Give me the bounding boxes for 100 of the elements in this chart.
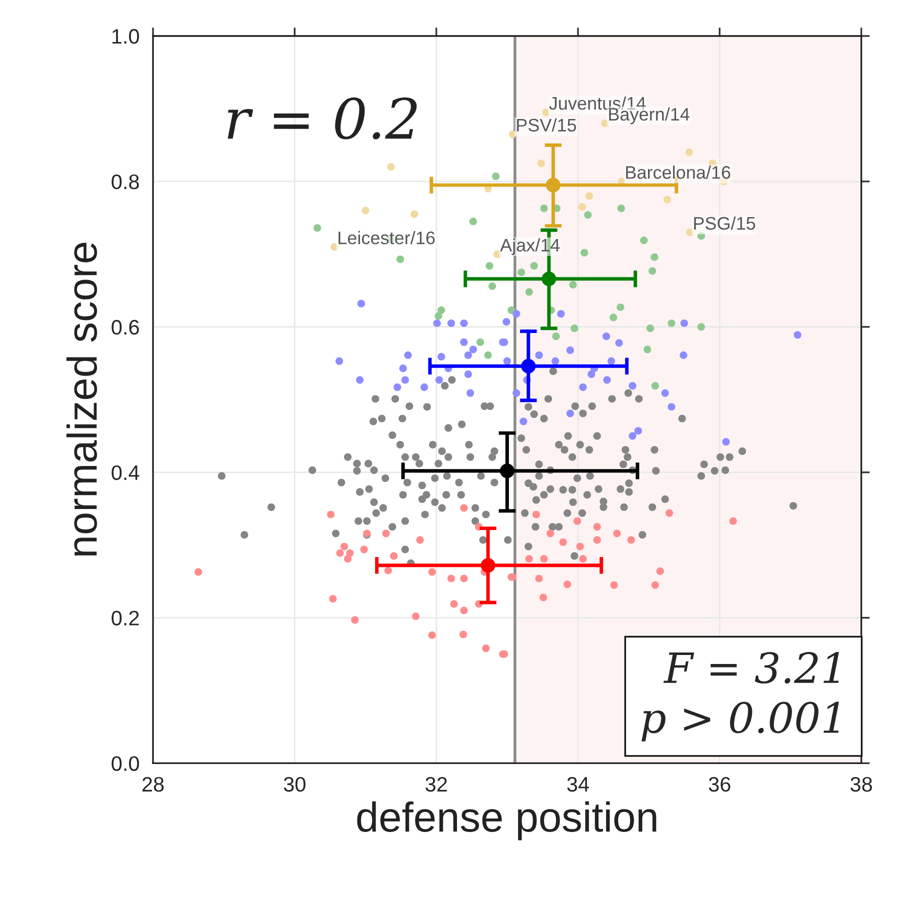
point — [566, 346, 574, 354]
point — [569, 280, 577, 289]
point — [601, 119, 609, 128]
point — [640, 236, 648, 244]
point — [680, 351, 688, 360]
point — [480, 558, 496, 573]
x-tick-label: 34 — [567, 776, 589, 792]
point — [644, 346, 652, 354]
point — [593, 536, 601, 544]
point — [579, 555, 587, 563]
annotation: r = 0.2 — [228, 97, 417, 140]
point — [447, 319, 455, 328]
point — [579, 383, 587, 392]
point — [520, 418, 528, 426]
y-tick-label: 0.6 — [112, 320, 139, 335]
point — [469, 346, 477, 354]
point — [588, 370, 596, 378]
point — [351, 616, 359, 624]
point — [651, 382, 659, 390]
point — [668, 319, 676, 328]
point — [521, 358, 536, 374]
point — [382, 530, 390, 538]
point — [651, 581, 659, 589]
point — [613, 530, 621, 538]
point — [502, 318, 510, 326]
point — [603, 376, 611, 384]
point — [512, 310, 520, 318]
point — [685, 148, 693, 156]
point — [661, 389, 669, 397]
point — [434, 312, 442, 320]
point — [697, 232, 706, 240]
point — [729, 517, 737, 525]
point — [344, 555, 352, 563]
point — [686, 228, 694, 236]
point — [512, 389, 520, 397]
point — [525, 288, 533, 296]
y-tick-label: 1.0 — [112, 29, 139, 44]
point — [650, 253, 658, 261]
point — [610, 314, 618, 322]
point — [578, 203, 586, 211]
point — [433, 319, 441, 328]
point — [668, 403, 676, 411]
point — [616, 303, 624, 312]
point — [492, 172, 500, 180]
point — [628, 432, 636, 440]
point — [416, 536, 424, 544]
point — [794, 331, 802, 339]
y-tick-label: 0.4 — [112, 465, 140, 480]
point — [634, 427, 642, 435]
point — [540, 555, 548, 563]
annotation: p > 0.001 — [642, 702, 839, 742]
point — [580, 248, 588, 257]
point — [469, 218, 477, 226]
point — [362, 206, 370, 214]
point — [420, 383, 428, 392]
point — [488, 282, 496, 290]
point — [680, 319, 688, 328]
point — [540, 204, 548, 212]
point — [460, 574, 468, 582]
y-tick-label: 0.0 — [112, 756, 139, 771]
point — [435, 376, 443, 384]
point — [552, 332, 560, 340]
y-axis-title: normalized score — [66, 242, 98, 556]
point — [486, 262, 494, 270]
point — [610, 581, 618, 589]
point — [447, 574, 455, 582]
point — [697, 323, 706, 331]
annotation: PSG/15 — [694, 216, 756, 230]
point — [412, 612, 420, 620]
x-tick-label: 28 — [142, 776, 164, 792]
point — [410, 210, 418, 218]
x-tick-label: 38 — [850, 776, 872, 792]
point — [194, 568, 202, 576]
point — [399, 364, 407, 372]
annotation: Leicester/16 — [338, 231, 435, 244]
point — [546, 530, 554, 538]
point — [573, 517, 582, 525]
point — [459, 630, 468, 638]
point — [530, 262, 538, 270]
point — [482, 644, 490, 652]
point — [357, 300, 366, 308]
point — [557, 310, 565, 318]
point — [627, 536, 635, 544]
point — [656, 567, 664, 576]
point — [552, 357, 560, 365]
point — [518, 268, 526, 276]
x-tick-label: 30 — [284, 776, 306, 792]
point — [396, 255, 404, 264]
point — [617, 204, 625, 212]
point — [335, 357, 344, 365]
y-tick-label: 0.8 — [112, 174, 139, 190]
point — [546, 178, 560, 192]
point — [602, 332, 610, 340]
point — [464, 370, 472, 378]
point — [559, 538, 567, 546]
point — [648, 267, 656, 275]
point — [340, 542, 348, 550]
point — [326, 510, 335, 518]
point — [428, 631, 436, 640]
x-tick-label: 36 — [708, 776, 730, 792]
